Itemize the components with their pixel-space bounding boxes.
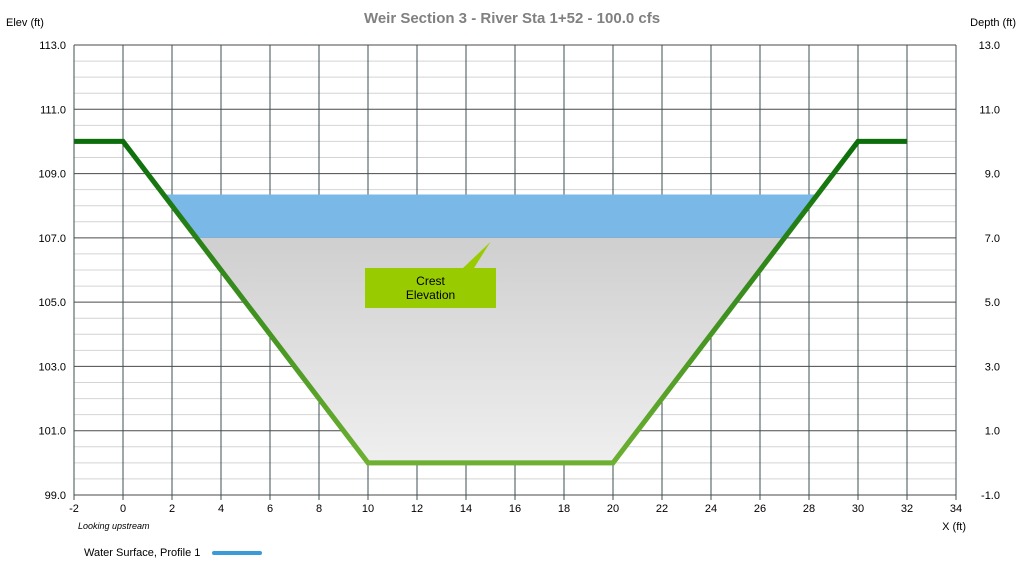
legend: Water Surface, Profile 1: [84, 547, 263, 559]
y-right-tick-label: 5.0: [985, 297, 1000, 309]
crest-callout-box: [365, 241, 496, 308]
y-right-tick-label: -1.0: [981, 490, 1000, 502]
y-left-tick-label: 101.0: [38, 426, 66, 438]
x-tick-label: 20: [607, 503, 619, 515]
x-tick-label: 18: [558, 503, 570, 515]
x-tick-label: 34: [950, 503, 962, 515]
y-axis-left-label: Elev (ft): [6, 17, 44, 29]
x-tick-label: 32: [901, 503, 913, 515]
y-left-tick-label: 111.0: [40, 104, 66, 116]
x-tick-label: 2: [169, 503, 175, 515]
y-left-tick-label: 113.0: [39, 40, 66, 52]
y-left-tick-label: 107.0: [38, 233, 66, 245]
channel-profile-line: [74, 138, 907, 466]
y-right-tick-label: 7.0: [985, 233, 1000, 245]
legend-label: Water Surface, Profile 1: [84, 547, 201, 559]
x-tick-label: 4: [218, 503, 224, 515]
water-surface-area: [163, 194, 818, 238]
x-tick-label: 30: [852, 503, 864, 515]
y-right-tick-label: 3.0: [985, 361, 1000, 373]
x-tick-label: 16: [509, 503, 521, 515]
x-tick-label: -2: [69, 503, 79, 515]
x-tick-label: 10: [362, 503, 374, 515]
crest-elevation-annotation: Crest Elevation: [405, 274, 456, 302]
x-tick-label: 24: [705, 503, 717, 515]
x-tick-label: 26: [754, 503, 766, 515]
chart-title: Weir Section 3 - River Sta 1+52 - 100.0 …: [363, 10, 661, 27]
y-left-tick-label: 103.0: [38, 361, 66, 373]
y-axis-right-label: Depth (ft): [970, 17, 1016, 29]
y-right-tick-label: 1.0: [985, 426, 1000, 438]
y-right-tick-label: 9.0: [985, 169, 1000, 181]
x-tick-label: 6: [267, 503, 273, 515]
x-axis-note: Looking upstream: [78, 521, 150, 531]
x-tick-label: 12: [411, 503, 423, 515]
y-right-tick-label: 13.0: [979, 40, 1000, 52]
x-tick-label: 22: [656, 503, 668, 515]
channel-profile-shade: [74, 138, 907, 466]
legend-water-surface-swatch: [212, 551, 263, 555]
y-left-tick-label: 99.0: [45, 490, 66, 502]
y-left-tick-label: 105.0: [38, 297, 66, 309]
x-tick-label: 28: [803, 503, 815, 515]
x-axis-label: X (ft): [942, 521, 966, 533]
x-tick-label: 0: [120, 503, 126, 515]
x-tick-label: 8: [316, 503, 322, 515]
y-right-tick-label: 11.0: [979, 104, 1000, 116]
x-tick-label: 14: [460, 503, 472, 515]
weir-fill-area: [196, 237, 785, 463]
y-left-tick-label: 109.0: [38, 169, 66, 181]
